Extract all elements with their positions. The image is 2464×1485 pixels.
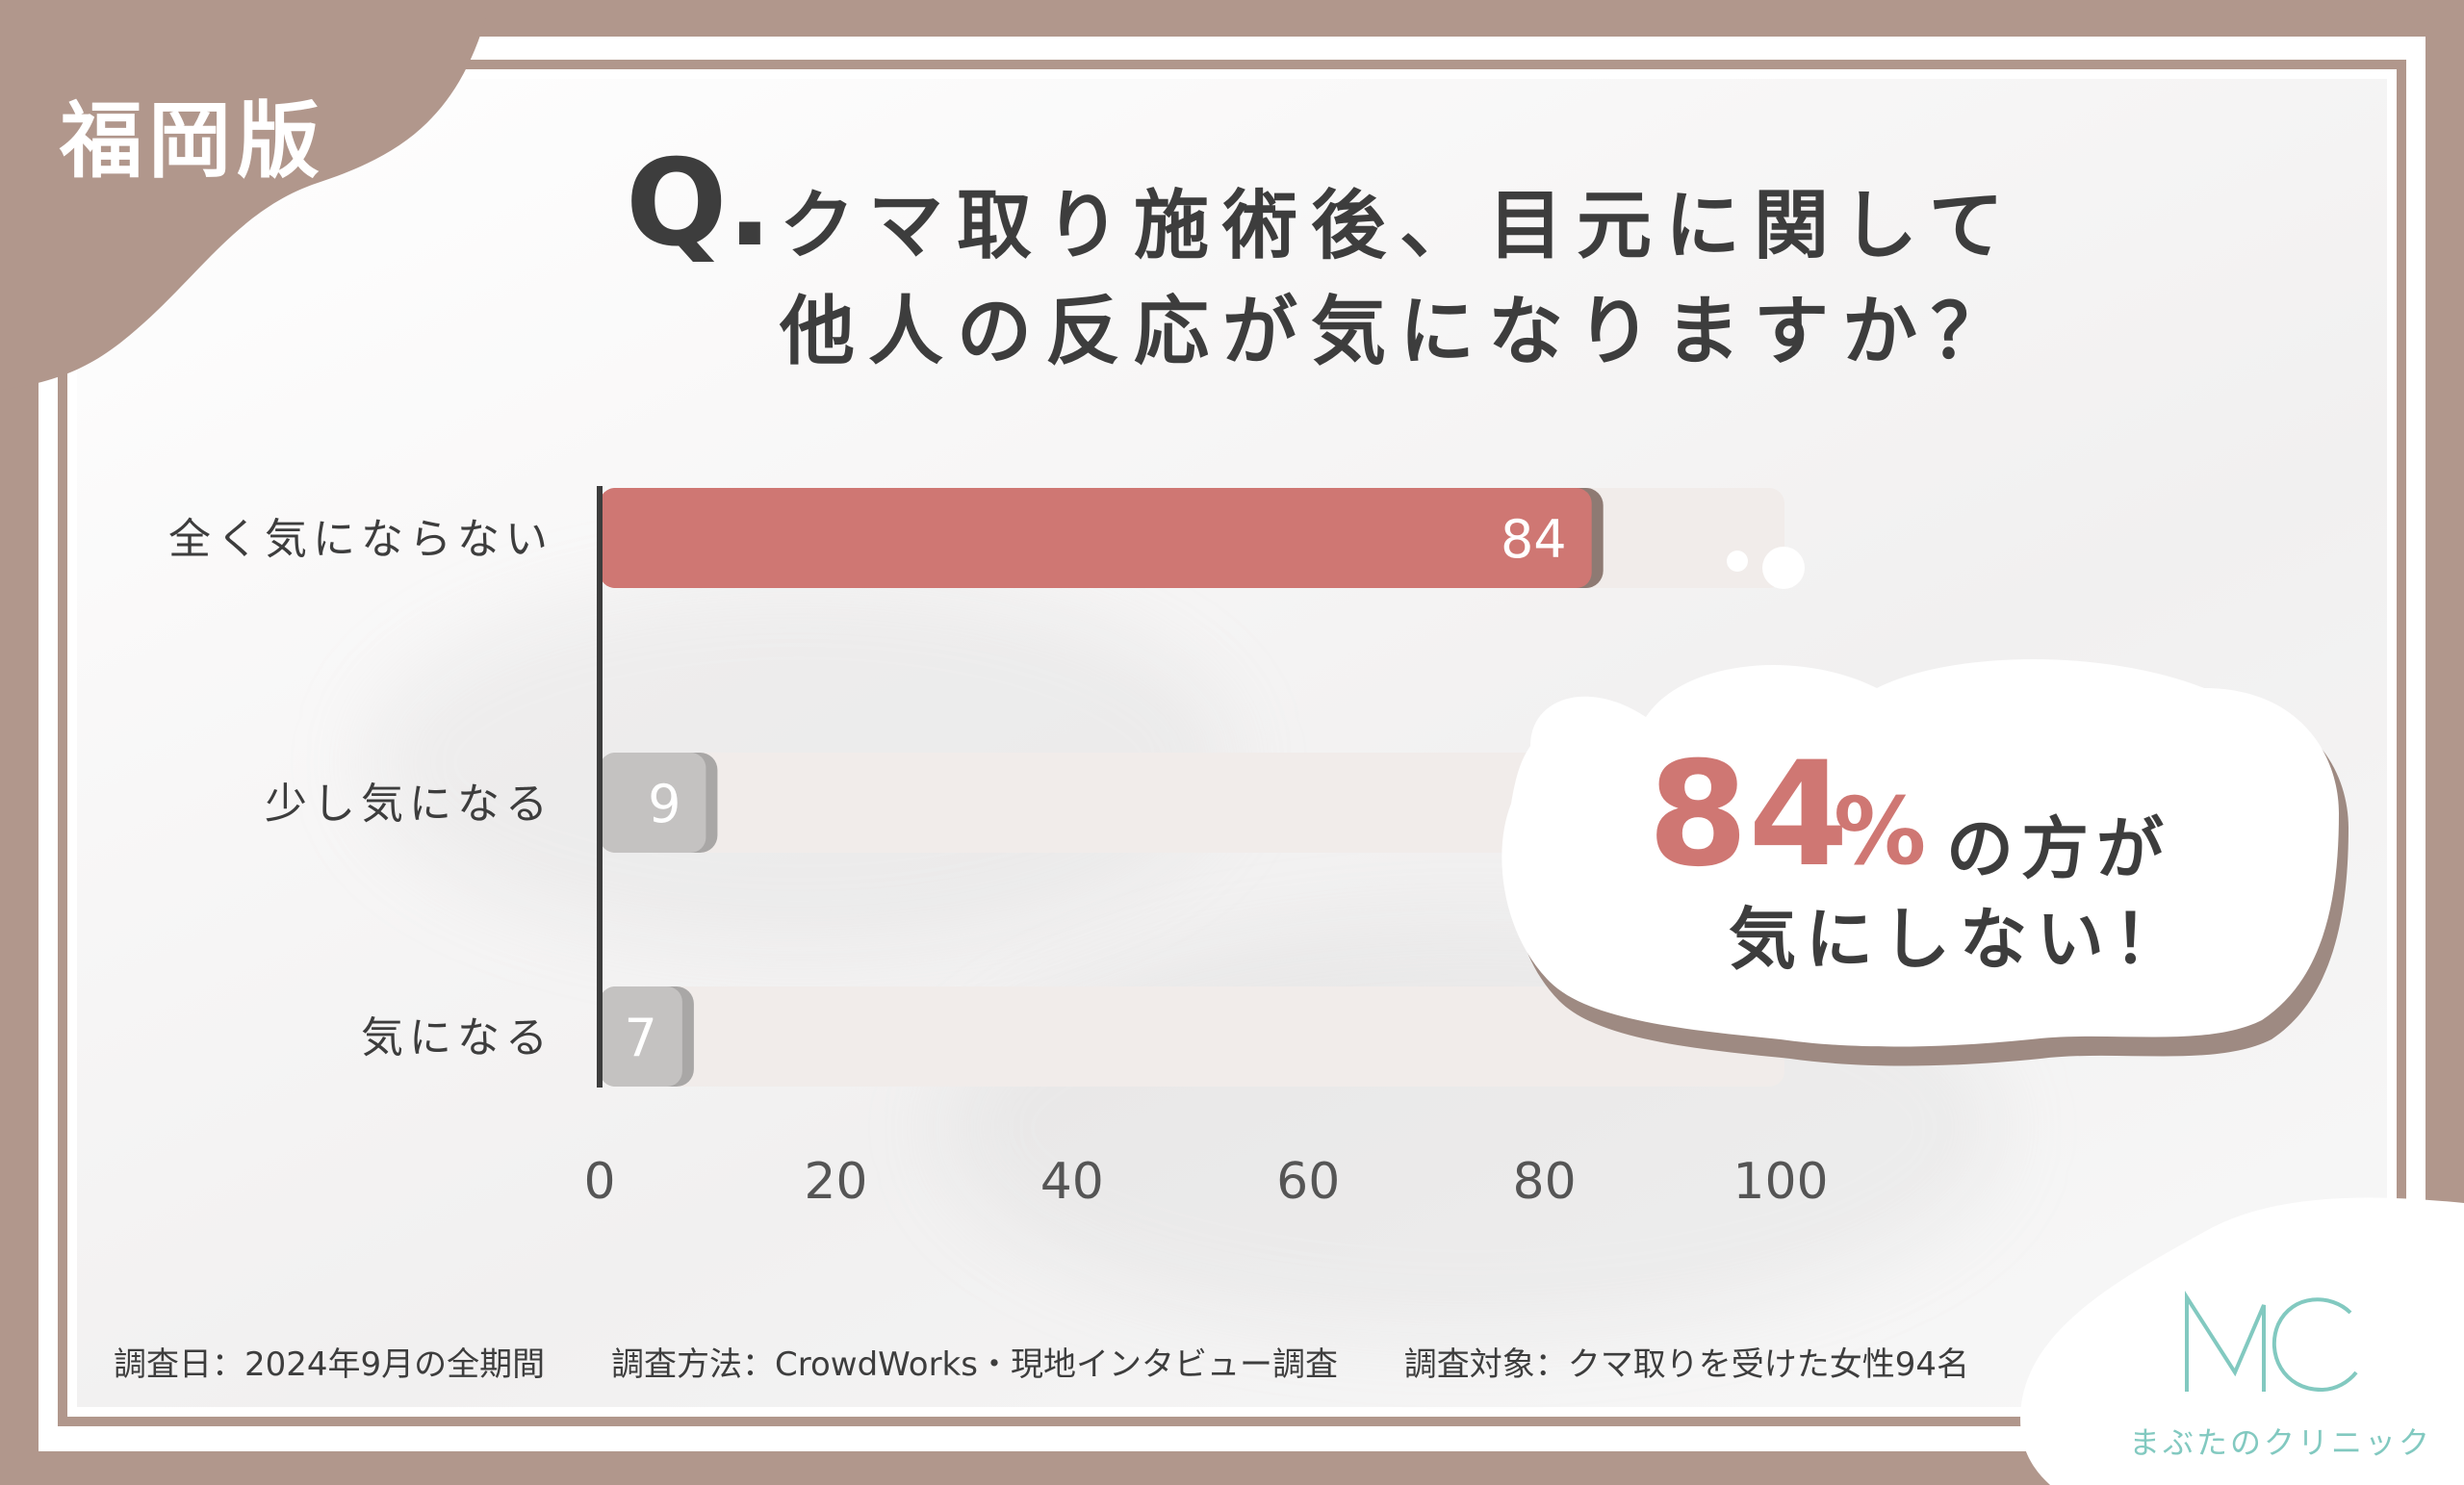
x-tick-label: 20 [804,1153,867,1211]
card-frame-line [58,60,2406,1426]
survey-footer: 調査日：2024年9月の全期間 調査方法：CrowdWorks・現地インタビュー… [114,1338,2025,1385]
category-label: 全く気にならない [168,515,553,564]
mc-logo-icon [2185,1291,2358,1393]
callout-unit: % [1834,778,1927,885]
callout-number: 84 [1648,731,1849,899]
bar-value-label: 9 [648,774,680,834]
x-tick-label: 100 [1732,1153,1828,1211]
callout-suffix: の方が [1946,809,2171,888]
x-tick-label: 40 [1040,1153,1104,1211]
callout-dot [1727,550,1748,572]
region-tab-shape [0,0,491,390]
survey-target: 調査対象：クマ取りを受けた女性94名 [1403,1345,1970,1384]
category-label: 少し気になる [265,780,553,829]
bar-value-label: 7 [625,1008,657,1068]
bar-track [600,986,1784,1087]
survey-date: 調査日：2024年9月の全期間 [114,1345,546,1384]
survey-method: 調査方法：CrowdWorks・現地インタビュー調査 [610,1345,1338,1384]
bar-1 [600,488,1592,588]
question-mark: Q. [626,135,773,273]
clinic-name: まぶたのクリニック [2129,1424,2433,1461]
region-tag: 福岡版 [60,93,325,190]
bar-2 [600,753,706,853]
bar-value-label: 84 [1501,509,1567,570]
question-line-1: クマ取り施術後、目元に関して [780,183,2017,269]
bar-3 [600,986,682,1087]
category-label: 気になる [361,1013,553,1063]
x-tick-label: 0 [583,1153,615,1211]
callout-dot [1762,547,1805,589]
callout-line-2: 気にしない！ [1729,900,2191,979]
bar-track [600,753,1784,853]
question-line-2: 他人の反応が気になりますか？ [780,289,2020,375]
x-tick-label: 80 [1513,1153,1577,1211]
x-tick-label: 60 [1276,1153,1340,1211]
